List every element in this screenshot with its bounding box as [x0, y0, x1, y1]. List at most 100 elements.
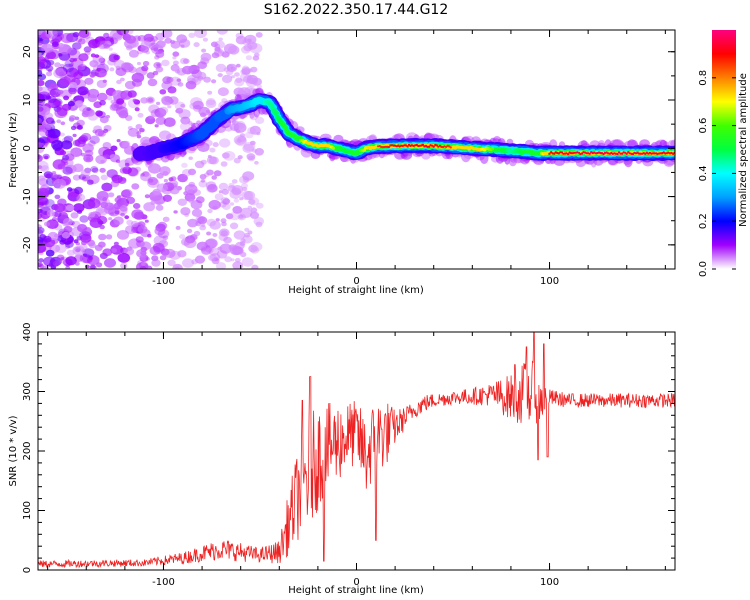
heatmap-noise-blob	[108, 47, 113, 51]
heatmap-noise-blob	[187, 74, 199, 84]
heatmap-noise-blob	[73, 203, 85, 213]
heatmap-noise-blob	[218, 190, 223, 194]
heatmap-noise-blob	[54, 107, 68, 119]
heatmap-noise-blob	[125, 35, 137, 44]
heatmap-noise-blob	[215, 262, 227, 269]
heatmap-noise-blob	[64, 59, 74, 68]
heatmap-noise-blob	[221, 51, 230, 58]
heatmap-noise-blob	[72, 42, 82, 50]
heatmap-noise-blob	[96, 79, 107, 89]
heatmap-noise-blob	[120, 77, 125, 82]
heatmap-noise-blob	[55, 100, 62, 106]
heatmap-noise-blob	[167, 86, 177, 94]
heatmap-noise-blob	[159, 89, 167, 95]
heatmap-noise-blob	[38, 86, 43, 92]
heatmap-noise-blob	[38, 122, 46, 133]
spectrogram-x-tick-label: 0	[353, 276, 359, 287]
heatmap-noise-blob	[78, 174, 87, 180]
heatmap-noise-blob	[46, 209, 56, 217]
heatmap-noise-blob	[63, 218, 73, 226]
heatmap-noise-blob	[87, 94, 98, 103]
heatmap-noise-blob	[38, 241, 46, 251]
heatmap-noise-blob	[212, 142, 219, 148]
heatmap-noise-blob	[177, 198, 187, 206]
heatmap-noise-blob	[38, 106, 44, 112]
heatmap-noise-blob	[242, 143, 254, 153]
heatmap-noise-blob	[137, 112, 144, 118]
heatmap-noise-blob	[38, 201, 44, 207]
heatmap-noise-blob	[163, 117, 176, 127]
snr-ticks: -100 0 100 0 100 200 300 400	[22, 322, 675, 588]
heatmap-noise-blob	[65, 265, 71, 269]
colorbar-label: Normalized spectral amplitude	[738, 73, 749, 227]
heatmap-noise-blob	[38, 65, 43, 73]
heatmap-noise-blob	[98, 233, 107, 241]
heatmap-noise-blob	[72, 163, 84, 173]
heatmap-noise-blob	[91, 167, 99, 173]
heatmap-noise-blob	[75, 37, 83, 43]
heatmap-noise-blob	[38, 30, 43, 36]
heatmap-noise-blob	[90, 264, 96, 269]
heatmap-noise-blob	[67, 100, 75, 107]
colorbar-ticks: 0.0 0.2 0.4 0.6 0.8	[698, 70, 736, 277]
heatmap-noise-blob	[223, 151, 236, 161]
heatmap-noise-blob	[69, 81, 78, 89]
heatmap-noise-blob	[63, 95, 70, 101]
heatmap-noise-blob	[124, 215, 130, 220]
heatmap-noise-blob	[105, 114, 111, 119]
heatmap-noise-blob	[113, 59, 125, 69]
heatmap-noise-blob	[63, 135, 74, 143]
heatmap-noise-blob	[43, 256, 56, 267]
heatmap-noise-blob	[248, 244, 258, 253]
heatmap-noise-blob	[231, 119, 237, 124]
heatmap-noise-blob	[194, 30, 207, 39]
heatmap-noise-blob	[113, 241, 119, 246]
heatmap-noise-blob	[43, 171, 53, 179]
heatmap-noise-blob	[53, 178, 67, 189]
snr-series-layer	[38, 332, 675, 569]
heatmap-noise-blob	[239, 241, 246, 246]
heatmap-noise-blob	[195, 196, 205, 204]
heatmap-noise-blob	[156, 101, 161, 106]
heatmap-noise-blob	[231, 120, 239, 126]
heatmap-noise-blob	[215, 218, 220, 222]
heatmap-noise-blob	[125, 45, 133, 51]
spectrogram-x-label: Height of straight line (km)	[288, 285, 424, 296]
heatmap-noise-blob	[179, 234, 186, 240]
heatmap-noise-blob	[197, 216, 208, 225]
heatmap-noise-blob	[82, 248, 95, 258]
heatmap-noise-blob	[86, 107, 91, 111]
heatmap-noise-blob	[198, 106, 210, 116]
heatmap-noise-blob	[78, 136, 84, 141]
heatmap-noise-blob	[47, 59, 55, 66]
heatmap-noise-blob	[38, 160, 49, 171]
heatmap-noise-blob	[56, 254, 65, 261]
heatmap-noise-blob	[255, 202, 264, 209]
heatmap-noise-blob	[83, 154, 94, 163]
heatmap-noise-blob	[49, 88, 61, 98]
heatmap-noise-blob	[80, 169, 91, 177]
heatmap-noise-blob	[223, 236, 232, 244]
heatmap-noise-blob	[235, 63, 241, 68]
heatmap-noise-blob	[136, 249, 147, 258]
heatmap-noise-blob	[155, 50, 165, 58]
heatmap-noise-blob	[99, 167, 106, 173]
heatmap-noise-blob	[51, 171, 57, 175]
heatmap-noise-blob	[75, 100, 84, 107]
heatmap-noise-blob	[100, 201, 109, 209]
heatmap-noise-blob	[88, 264, 97, 269]
spectrogram-y-tick-label: 10	[22, 94, 33, 107]
heatmap-noise-blob	[235, 35, 247, 45]
heatmap-noise-blob	[38, 94, 44, 100]
heatmap-noise-blob	[116, 79, 122, 85]
heatmap-noise-blob	[248, 197, 260, 206]
heatmap-noise-blob	[159, 113, 164, 118]
heatmap-noise-blob	[77, 87, 88, 96]
heatmap-noise-blob	[243, 44, 253, 52]
heatmap-noise-blob	[177, 250, 187, 258]
heatmap-noise-blob	[221, 74, 233, 84]
heatmap-noise-blob	[205, 99, 217, 108]
heatmap-noise-blob	[44, 173, 51, 179]
heatmap-noise-blob	[197, 76, 204, 81]
heatmap-noise-blob	[211, 175, 217, 180]
